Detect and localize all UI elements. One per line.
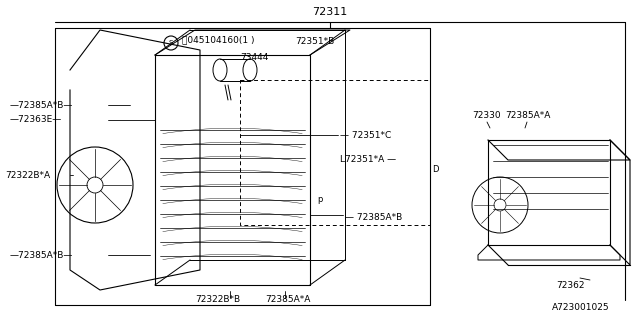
Text: p: p bbox=[317, 196, 323, 204]
Text: 72362: 72362 bbox=[556, 281, 584, 290]
Text: — 72385A*B: — 72385A*B bbox=[345, 213, 403, 222]
Text: 72385A*A: 72385A*A bbox=[505, 110, 550, 119]
Text: 72311: 72311 bbox=[312, 7, 348, 17]
Text: D: D bbox=[432, 165, 438, 174]
Text: —72385A*B—: —72385A*B— bbox=[10, 251, 74, 260]
Text: —72363E—: —72363E— bbox=[10, 116, 62, 124]
Text: A723001025: A723001025 bbox=[552, 303, 610, 313]
Text: 72351*B: 72351*B bbox=[295, 37, 334, 46]
Text: L72351*A —: L72351*A — bbox=[340, 156, 396, 164]
Text: 72330: 72330 bbox=[472, 110, 500, 119]
Text: S: S bbox=[169, 40, 173, 46]
Text: 73444: 73444 bbox=[240, 52, 268, 61]
Text: 72322B*B: 72322B*B bbox=[195, 295, 240, 305]
Text: —72385A*B—: —72385A*B— bbox=[10, 100, 74, 109]
Text: — 72351*C: — 72351*C bbox=[340, 131, 391, 140]
Text: 72322B*A: 72322B*A bbox=[5, 171, 50, 180]
Text: 72385A*A: 72385A*A bbox=[265, 295, 310, 305]
Text: Ⓢ045104160(1 ): Ⓢ045104160(1 ) bbox=[182, 36, 255, 44]
